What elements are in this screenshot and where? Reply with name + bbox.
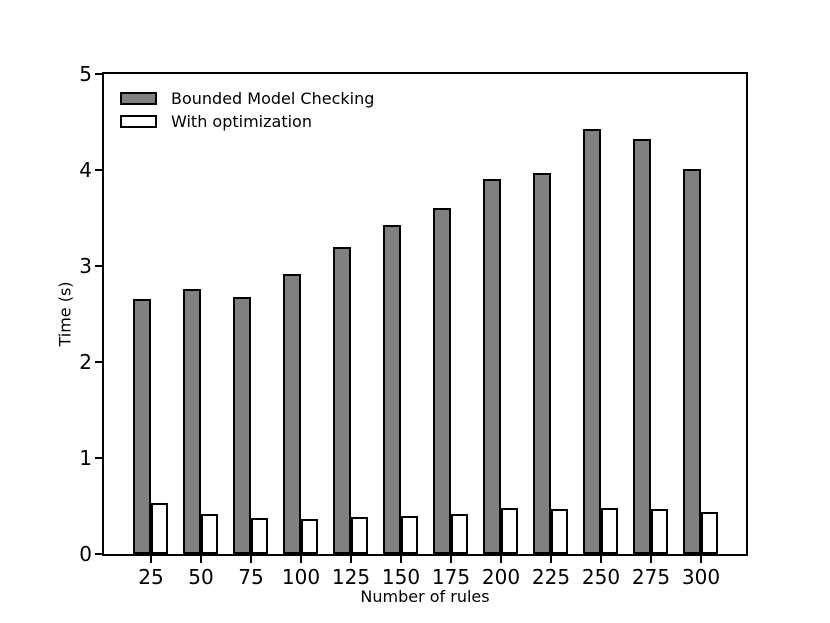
- bar-bmc-275: [633, 139, 651, 554]
- legend-item-opt: With optimization: [120, 110, 374, 133]
- y-tick-mark: [95, 457, 102, 459]
- bar-bmc-25: [133, 299, 151, 554]
- legend-item-bmc: Bounded Model Checking: [120, 87, 374, 110]
- x-tick-mark: [550, 556, 552, 563]
- bar-opt-250: [600, 508, 618, 554]
- y-axis-label: Time (s): [55, 281, 75, 347]
- y-tick-mark: [95, 265, 102, 267]
- x-tick-label: 300: [681, 565, 721, 589]
- legend-label-bmc: Bounded Model Checking: [171, 89, 375, 108]
- bar-opt-275: [650, 509, 668, 554]
- y-tick-mark: [95, 361, 102, 363]
- y-tick-mark: [95, 73, 102, 75]
- legend-swatch-opt: [120, 115, 157, 128]
- legend-swatch-bmc: [120, 92, 157, 105]
- bar-opt-150: [400, 516, 418, 554]
- x-tick-mark: [300, 556, 302, 563]
- legend: Bounded Model Checking With optimization: [120, 87, 374, 133]
- bar-bmc-100: [283, 274, 301, 554]
- bar-bmc-175: [433, 208, 451, 554]
- x-tick-label: 200: [481, 565, 521, 589]
- bar-opt-225: [550, 509, 568, 554]
- bar-opt-125: [350, 517, 368, 554]
- x-tick-mark: [500, 556, 502, 563]
- x-tick-label: 250: [581, 565, 621, 589]
- bar-opt-100: [300, 519, 318, 554]
- x-tick-mark: [700, 556, 702, 563]
- x-tick-label: 100: [281, 565, 321, 589]
- y-tick-label: 2: [79, 350, 92, 374]
- x-tick-label: 150: [381, 565, 421, 589]
- x-tick-label: 225: [531, 565, 571, 589]
- x-tick-label: 25: [138, 565, 164, 589]
- bar-bmc-300: [683, 169, 701, 554]
- x-tick-mark: [600, 556, 602, 563]
- x-tick-mark: [150, 556, 152, 563]
- x-tick-mark: [450, 556, 452, 563]
- bar-opt-300: [700, 512, 718, 554]
- bar-opt-200: [500, 508, 518, 554]
- x-tick-mark: [200, 556, 202, 563]
- y-tick-mark: [95, 553, 102, 555]
- x-tick-mark: [350, 556, 352, 563]
- y-tick-label: 3: [79, 254, 92, 278]
- bar-opt-50: [200, 514, 218, 554]
- x-tick-label: 75: [238, 565, 264, 589]
- bar-bmc-200: [483, 179, 501, 554]
- bar-opt-25: [150, 503, 168, 554]
- y-tick-label: 5: [79, 62, 92, 86]
- x-tick-mark: [250, 556, 252, 563]
- bar-opt-175: [450, 514, 468, 554]
- bar-opt-75: [250, 518, 268, 554]
- y-tick-label: 0: [79, 542, 92, 566]
- x-tick-label: 275: [631, 565, 671, 589]
- bar-bmc-75: [233, 297, 251, 554]
- x-axis-label: Number of rules: [360, 587, 490, 606]
- bar-bmc-250: [583, 129, 601, 554]
- x-tick-mark: [400, 556, 402, 563]
- bar-bmc-50: [183, 289, 201, 554]
- y-tick-mark: [95, 169, 102, 171]
- y-tick-label: 4: [79, 158, 92, 182]
- x-tick-label: 125: [331, 565, 371, 589]
- bar-bmc-125: [333, 247, 351, 554]
- bar-bmc-225: [533, 173, 551, 554]
- x-tick-label: 175: [431, 565, 471, 589]
- plot-canvas: [104, 74, 746, 554]
- bar-bmc-150: [383, 225, 401, 554]
- legend-label-opt: With optimization: [171, 112, 312, 131]
- x-tick-mark: [650, 556, 652, 563]
- x-tick-label: 50: [188, 565, 214, 589]
- y-tick-label: 1: [79, 446, 92, 470]
